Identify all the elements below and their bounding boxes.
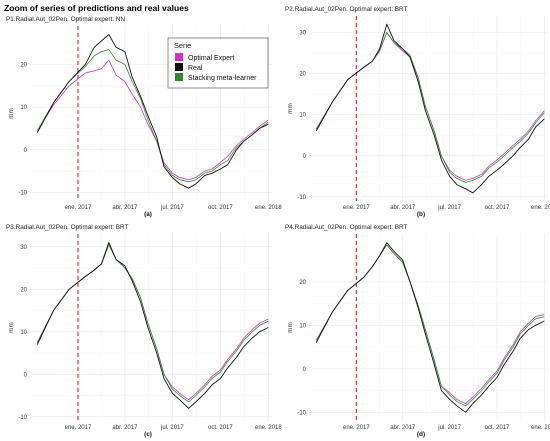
x-tick-label: jul. 2017 [437,425,461,431]
legend-label-stacking: Stacking meta-learner [188,75,257,82]
legend-swatch-real [175,63,183,71]
x-tick-label: abr. 2017 [112,205,138,211]
y-tick-label: 20 [20,62,27,68]
y-tick-label: 10 [20,105,27,111]
y-tick-label: 30 [299,30,306,36]
x-tick-label: jul. 2017 [160,425,184,431]
panel-d-sublabel: (d) [417,431,425,438]
series-line-real [36,242,269,409]
y-tick-label: -10 [297,195,306,201]
y-axis-label: mm [287,322,294,333]
y-tick-label: -10 [297,410,306,416]
x-tick-label: oct. 2017 [208,205,233,211]
panel-c-title: P3.Radial.Aut_02Pen. Optimal expert: BRT [6,224,129,231]
panel-c-plot: ene. 2017 abr. 2017 jul. 2017 oct. 2017 ene.… [8,234,282,431]
legend-title: Serie [174,41,191,50]
x-tick-label: ene. 2017 [65,205,92,211]
y-tick-label: 20 [299,72,306,78]
series-line-real [315,242,545,413]
panel-b-plot: ene. 2017 abr. 2017 jul. 2017 oct. 2017 ene.… [287,16,550,211]
series-line-real [315,23,545,194]
panel-a-title: P1.Radial.Aut_02Pen. Optimal expert: NN [6,16,125,23]
x-tick-label: oct. 2017 [485,205,510,211]
panel-c: P3.Radial.Aut_02Pen. Optimal expert: BRT… [6,224,282,438]
x-tick-label: abr. 2017 [390,205,416,211]
y-tick-label: 10 [299,323,306,329]
legend-swatch-stacking [175,73,183,81]
x-tick-label: ene. 2018 [255,425,282,431]
x-tick-label: ene. 2018 [255,205,282,211]
panel-b-title: P2.Radial.Aut_02Pen. Optimal expert: BRT [285,6,408,13]
y-tick-label: 0 [24,148,28,154]
y-tick-label: 20 [20,287,27,293]
panel-b: P2.Radial.Aut_02Pen. Optimal expert: BRT… [285,6,550,218]
y-tick-label: 0 [24,372,28,378]
y-tick-label: 10 [20,330,27,336]
y-tick-label: 30 [20,245,27,251]
series-line-real [36,34,269,189]
x-tick-label: jul. 2017 [437,205,461,211]
x-tick-label: oct. 2017 [208,425,233,431]
y-axis-label: mm [8,322,15,333]
y-tick-label: -10 [18,415,27,421]
x-tick-label: abr. 2017 [390,425,416,431]
panel-d-title: P4.Radial.Aut_02Pen. Optimal expert: BRT [285,224,408,231]
panel-a-sublabel: (a) [144,211,152,218]
legend-box [167,37,269,89]
x-tick-label: ene. 2017 [343,425,370,431]
legend-label-real: Real [188,65,203,72]
y-tick-label: 0 [303,154,307,160]
series-line-stacking-meta-learner [36,49,269,183]
panel-a: P1.Radial.Aut_02Pen. Optimal expert: NN … [6,16,282,218]
figure-title: Zoom of series of predictions and real v… [4,3,189,13]
x-tick-label: oct. 2017 [485,425,510,431]
y-axis-label: mm [8,108,15,119]
y-tick-label: 0 [303,367,307,373]
y-axis-label: mm [287,103,294,114]
legend-label-optimal-expert: Optimal Expert [188,55,234,62]
panel-d: P4.Radial.Aut_02Pen. Optimal expert: BRT… [285,224,550,438]
panel-c-sublabel: (c) [144,431,152,438]
legend: Serie Optimal Expert Real Stacking meta-… [167,37,269,89]
x-tick-label: ene. 2017 [343,205,370,211]
x-tick-label: jul. 2017 [160,205,184,211]
panel-d-plot: ene. 2017 abr. 2017 jul. 2017 oct. 2017 ene.… [287,234,550,431]
x-tick-label: ene. 2018 [531,205,550,211]
y-tick-label: 10 [299,113,306,119]
series-line-optimal-expert [36,59,269,181]
legend-swatch-optimal-expert [175,53,183,61]
y-tick-label: 20 [299,280,306,286]
x-tick-label: ene. 2018 [531,425,550,431]
x-tick-label: ene. 2017 [65,425,92,431]
y-tick-label: -10 [18,190,27,196]
x-tick-label: abr. 2017 [112,425,138,431]
panel-b-sublabel: (b) [417,211,425,218]
